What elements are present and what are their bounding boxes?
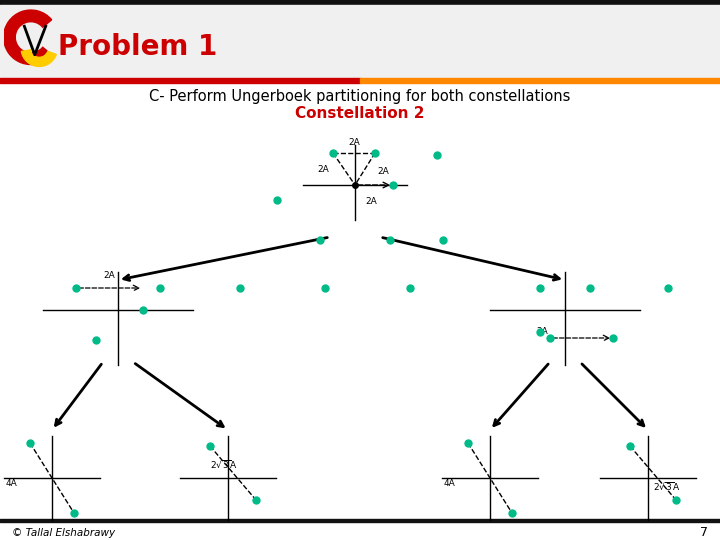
Text: C- Perform Ungerboek partitioning for both constellations: C- Perform Ungerboek partitioning for bo… <box>149 89 571 104</box>
Text: 2A: 2A <box>536 327 548 336</box>
Wedge shape <box>4 10 52 64</box>
Text: 2A: 2A <box>365 197 377 206</box>
Text: $2\sqrt{3}$A: $2\sqrt{3}$A <box>210 458 238 470</box>
Text: Problem 1: Problem 1 <box>58 33 217 61</box>
Text: Constellation 2: Constellation 2 <box>295 106 425 122</box>
Wedge shape <box>22 50 56 66</box>
Text: © Tallal Elshabrawy: © Tallal Elshabrawy <box>12 528 115 538</box>
Text: 4A: 4A <box>444 479 456 488</box>
Text: 7: 7 <box>700 526 708 539</box>
Text: 2A: 2A <box>104 271 115 280</box>
Text: $2\sqrt{3}$A: $2\sqrt{3}$A <box>653 481 680 492</box>
Text: 4A: 4A <box>6 479 18 488</box>
Text: 2A: 2A <box>318 165 329 173</box>
Text: 2A: 2A <box>377 166 389 176</box>
Text: 2A: 2A <box>348 138 360 147</box>
